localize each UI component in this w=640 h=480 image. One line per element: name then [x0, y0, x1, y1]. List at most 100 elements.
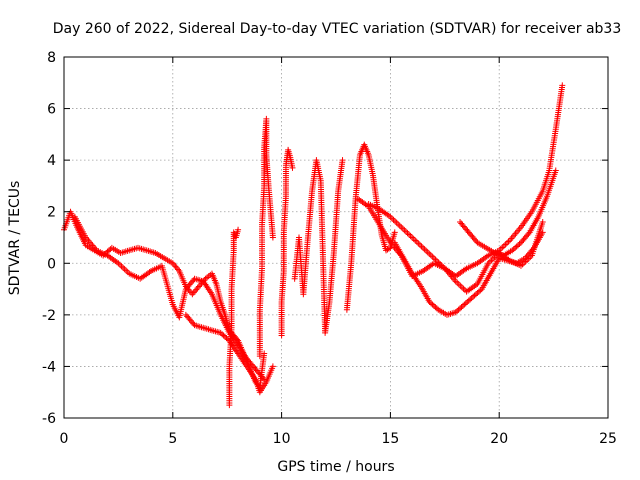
- series-far-right-track: [457, 167, 559, 259]
- series-spike-c: [278, 146, 296, 339]
- series-spike-d: [291, 157, 346, 336]
- data-point: [390, 216, 397, 223]
- data-point: [222, 333, 229, 340]
- data-point: [433, 305, 440, 312]
- data-point: [457, 305, 464, 312]
- data-point: [474, 289, 481, 296]
- data-point: [190, 289, 197, 296]
- series-main-track: [61, 208, 268, 391]
- data-point: [399, 225, 406, 232]
- data-point: [512, 244, 519, 251]
- data-point: [194, 285, 201, 292]
- data-point: [452, 309, 459, 316]
- data-point: [193, 286, 200, 293]
- data-point: [339, 157, 346, 164]
- y-tick-label: 6: [47, 102, 56, 118]
- data-point: [500, 242, 507, 249]
- data-point: [502, 241, 509, 248]
- x-tick-label: 25: [599, 431, 617, 447]
- data-point: [516, 240, 523, 247]
- data-point: [464, 298, 471, 305]
- data-point: [409, 234, 416, 241]
- data-point: [458, 284, 465, 291]
- data-point: [470, 293, 477, 300]
- data-point: [430, 302, 437, 309]
- data-point: [475, 288, 482, 295]
- series-lower-track-a: [71, 213, 268, 383]
- data-point: [455, 306, 462, 313]
- x-axis: 0 5 10 15 20 25: [60, 57, 617, 447]
- data-point: [123, 267, 130, 274]
- data-point: [426, 298, 433, 305]
- data-point: [269, 234, 276, 241]
- data-point: [406, 231, 413, 238]
- grid-lines: [64, 57, 608, 418]
- y-axis: -6 -4 -2 0 2 4 6 8: [42, 50, 608, 427]
- data-point: [488, 257, 495, 264]
- data-point: [421, 246, 428, 253]
- y-tick-label: -4: [42, 359, 56, 375]
- data-point: [120, 264, 127, 271]
- x-tick-label: 20: [490, 431, 508, 447]
- data-point: [401, 227, 408, 234]
- data-point: [395, 221, 402, 228]
- series-lower-right-track: [391, 229, 546, 318]
- data-point: [454, 307, 461, 314]
- data-point: [195, 283, 202, 290]
- data-point: [220, 332, 227, 339]
- data-point: [416, 241, 423, 248]
- data-point: [529, 246, 536, 253]
- data-point: [410, 235, 417, 242]
- data-point: [468, 295, 475, 302]
- data-point: [424, 249, 431, 256]
- data-point: [191, 288, 198, 295]
- series-spike-b: [256, 115, 276, 360]
- data-point: [259, 374, 266, 381]
- data-point: [509, 247, 516, 254]
- data-point: [189, 291, 196, 298]
- x-tick-label: 10: [273, 431, 291, 447]
- y-axis-label: SDTVAR / TECUs: [7, 181, 23, 296]
- x-axis-label: GPS time / hours: [277, 459, 394, 475]
- data-point: [429, 301, 436, 308]
- data-point: [503, 240, 510, 247]
- data-point: [412, 237, 419, 244]
- data-point: [105, 247, 112, 254]
- data-point: [457, 282, 464, 289]
- data-point: [172, 263, 179, 270]
- data-point: [462, 300, 469, 307]
- data-point: [415, 240, 422, 247]
- y-tick-label: 0: [47, 256, 56, 272]
- data-point: [454, 279, 461, 286]
- data-point: [392, 218, 399, 225]
- data-point: [420, 244, 427, 251]
- data-point: [430, 255, 437, 262]
- data-point: [459, 302, 466, 309]
- data-point: [525, 230, 532, 237]
- data-point: [539, 219, 546, 226]
- data-point: [559, 82, 566, 89]
- data-point: [489, 255, 496, 262]
- data-point: [471, 292, 478, 299]
- chart-title: Day 260 of 2022, Sidereal Day-to-day VTE…: [53, 21, 622, 37]
- data-point: [499, 244, 506, 251]
- data-point: [461, 301, 468, 308]
- y-tick-label: 4: [47, 153, 56, 169]
- data-point: [219, 331, 226, 338]
- data-point: [477, 287, 484, 294]
- data-point: [396, 222, 403, 229]
- data-point: [404, 230, 411, 237]
- data-point: [465, 297, 472, 304]
- data-point: [173, 264, 180, 271]
- data-point: [391, 229, 398, 236]
- x-tick-label: 0: [60, 431, 69, 447]
- data-point: [427, 252, 434, 259]
- data-point: [402, 228, 409, 235]
- data-point: [513, 243, 520, 250]
- data-point: [407, 233, 414, 240]
- data-point: [413, 238, 420, 245]
- data-point: [235, 226, 242, 233]
- data-point: [505, 238, 512, 245]
- x-tick-label: 15: [381, 431, 399, 447]
